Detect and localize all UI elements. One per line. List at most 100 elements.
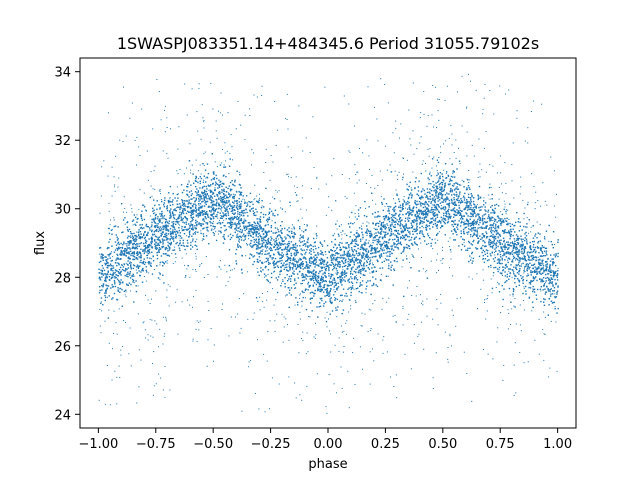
scatter-point [173,249,176,251]
scatter-point [484,221,486,223]
scatter-point [102,259,104,261]
scatter-point [153,240,156,242]
scatter-point [375,284,377,286]
scatter-point [396,193,398,195]
scatter-point [480,247,482,250]
scatter-point [297,219,300,222]
scatter-point [415,177,417,179]
scatter-point [490,217,492,220]
scatter-point [273,270,276,273]
scatter-point [154,225,156,227]
scatter-point [368,246,371,248]
scatter-point [334,238,336,241]
scatter-point [434,201,436,204]
scatter-point [233,217,235,219]
scatter-point [556,293,558,295]
scatter-point [481,217,484,219]
scatter-point [471,223,474,225]
scatter-point [334,258,336,261]
scatter-point [202,223,205,225]
scatter-point [154,247,157,250]
scatter-point [350,286,352,289]
scatter-point [197,214,200,216]
scatter-point [221,206,223,209]
scatter-point [351,211,353,214]
scatter-point [514,240,516,242]
scatter-point [394,220,396,223]
scatter-point [185,216,187,219]
scatter-point [471,222,473,225]
scatter-point [467,205,469,207]
scatter-point [512,255,515,257]
scatter-point [433,196,436,198]
scatter-point [201,201,203,203]
scatter-point [494,238,497,240]
scatter-point [174,214,176,216]
scatter-point [243,227,246,229]
scatter-point [140,233,142,235]
scatter-point [359,261,361,264]
scatter-point [416,222,418,225]
scatter-point [331,274,333,276]
scatter-point [381,230,383,232]
scatter-point [516,211,518,214]
scatter-point [200,205,202,208]
scatter-point [143,218,146,221]
scatter-point [390,269,392,271]
scatter-point [305,258,307,260]
scatter-point [442,201,444,203]
scatter-point [163,236,165,238]
scatter-point [422,214,425,216]
scatter-point [272,257,275,259]
scatter-point [328,295,331,297]
scatter-point [152,207,154,210]
scatter-point [236,207,239,210]
scatter-point [123,263,125,265]
scatter-point [370,234,372,236]
scatter-point [281,221,283,223]
scatter-point [141,262,143,264]
scatter-point [275,231,277,234]
scatter-point [306,262,308,264]
scatter-point [157,223,159,225]
scatter-point [221,217,223,219]
scatter-point [338,263,340,265]
scatter-point [114,281,116,283]
scatter-point [192,205,194,208]
scatter-point [200,195,202,197]
scatter-point [275,242,278,244]
scatter-point [322,286,324,289]
scatter-point [463,199,466,201]
scatter-point [446,213,448,215]
scatter-point [434,207,436,209]
scatter-point [420,198,422,200]
scatter-point [481,236,483,239]
scatter-point [526,267,529,269]
scatter-point [290,254,293,256]
scatter-point [510,264,512,266]
scatter-point [446,203,448,205]
scatter-point [519,225,522,227]
scatter-point [202,238,204,240]
scatter-point [557,285,559,287]
scatter-point [139,251,141,253]
scatter-point [433,200,436,202]
scatter-point [182,244,184,247]
scatter-point [456,209,458,211]
scatter-point [105,259,107,261]
scatter-point [451,194,453,196]
scatter-point [442,220,445,223]
scatter-point [104,277,107,279]
scatter-point [425,201,427,204]
scatter-point [359,253,361,255]
scatter-point [131,275,133,278]
scatter-point [435,190,437,192]
scatter-point [176,193,178,196]
scatter-point [532,255,534,257]
scatter-point [438,192,440,195]
scatter-point [199,223,202,225]
scatter-point [537,232,539,234]
scatter-point [123,269,125,272]
scatter-point [463,232,465,234]
scatter-point [476,235,479,237]
